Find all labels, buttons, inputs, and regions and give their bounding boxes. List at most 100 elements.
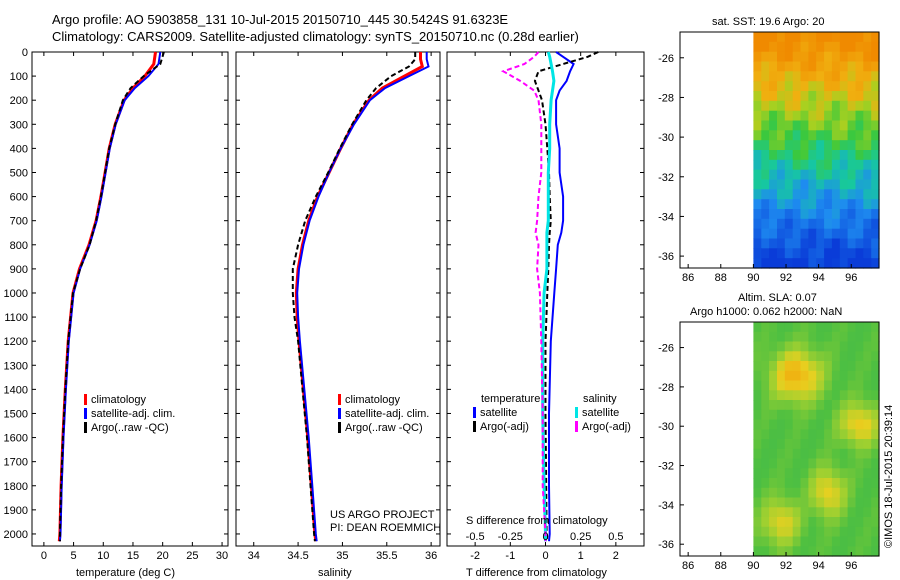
map-cell	[839, 110, 849, 122]
map-cell	[769, 120, 778, 131]
map-cell	[808, 419, 817, 430]
map-cell	[831, 419, 841, 430]
map-cell	[769, 536, 778, 547]
legend-swatch	[338, 422, 341, 433]
map-cell	[808, 448, 817, 460]
map-cell	[824, 487, 833, 499]
map-cell	[800, 100, 809, 112]
map-cell	[831, 32, 841, 43]
map-cell	[839, 91, 849, 102]
map-cell	[824, 159, 833, 171]
map-cell	[761, 120, 770, 131]
temperature-panel: 0100200300400500600700800900100011001200…	[4, 47, 229, 562]
map-cell	[847, 228, 856, 240]
map-cell	[855, 258, 864, 269]
map-cell	[855, 51, 864, 63]
map-cell	[753, 331, 762, 343]
map-cell	[839, 61, 849, 72]
map-cell	[761, 487, 770, 499]
map-cell	[777, 526, 786, 538]
map-cell	[800, 189, 809, 200]
map-cell	[777, 199, 786, 210]
map-cell	[871, 487, 880, 499]
x-tick-label: 35.5	[376, 550, 397, 562]
map-cell	[871, 71, 880, 82]
map-cell	[808, 390, 817, 401]
map-cell	[847, 32, 856, 43]
map-cell	[816, 448, 825, 460]
series-line-satellite-adj-clim-	[58, 51, 162, 542]
map-y-tick-label: -36	[658, 251, 674, 263]
map-cell	[839, 189, 849, 200]
map-cell	[761, 351, 770, 362]
map-cell	[839, 458, 849, 469]
map-cell	[769, 526, 778, 538]
map-cell	[847, 468, 856, 479]
map-cell	[784, 419, 794, 430]
map-cell	[753, 159, 762, 171]
map-cell	[792, 361, 802, 372]
map-cell	[761, 322, 770, 333]
map-cell	[808, 130, 817, 141]
map-cell	[871, 91, 880, 102]
map-cell	[769, 478, 778, 489]
map-cell	[855, 91, 864, 102]
map-cell	[816, 71, 825, 82]
map-cell	[800, 110, 809, 122]
map-cell	[800, 140, 809, 151]
map-cell	[753, 478, 762, 489]
map-cell	[800, 331, 809, 343]
map-cell	[753, 248, 762, 259]
map-cell	[871, 32, 880, 43]
map-cell	[769, 209, 778, 220]
map-cell	[824, 150, 833, 161]
map-cell	[831, 140, 841, 151]
map-cell	[777, 322, 786, 333]
x-tick-label: 2	[613, 550, 619, 562]
map-cell	[847, 361, 856, 372]
map-cell	[816, 120, 825, 131]
map-cell	[769, 130, 778, 141]
map-cell	[863, 81, 872, 92]
sla-map-subtitle: Argo h1000: 0.062 h2000: NaN	[690, 306, 842, 318]
x-tick-label: 30	[216, 550, 228, 562]
map-cell	[808, 209, 817, 220]
map-cell	[871, 140, 880, 151]
legend-label: satellite-adj. clim.	[345, 408, 429, 420]
map-cell	[847, 331, 856, 343]
map-cell	[831, 497, 841, 508]
map-cell	[847, 130, 856, 141]
map-cell	[800, 228, 809, 240]
map-cell	[824, 419, 833, 430]
map-cell	[769, 458, 778, 469]
map-cell	[792, 429, 802, 440]
tdiff-xlabel: T difference from climatology	[466, 567, 607, 579]
map-cell	[761, 478, 770, 489]
map-cell	[784, 409, 794, 421]
map-cell	[784, 248, 794, 259]
map-cell	[831, 351, 841, 362]
sdiff-xlabel: S difference from climatology	[466, 515, 608, 527]
map-cell	[792, 341, 802, 352]
map-cell	[871, 248, 880, 259]
map-cell	[800, 81, 809, 92]
legend-swatch	[575, 421, 578, 432]
map-cell	[769, 507, 778, 518]
map-cell	[792, 209, 802, 220]
map-cell	[777, 32, 786, 43]
map-cell	[831, 130, 841, 141]
map-cell	[855, 81, 864, 92]
map-cell	[753, 361, 762, 372]
map-cell	[808, 478, 817, 489]
map-cell	[753, 536, 762, 547]
map-cell	[769, 390, 778, 401]
map-cell	[808, 179, 817, 190]
map-cell	[871, 61, 880, 72]
map-cell	[871, 110, 880, 122]
map-cell	[855, 487, 864, 499]
map-cell	[847, 41, 856, 53]
map-cell	[863, 169, 872, 181]
map-cell	[855, 199, 864, 210]
sdiff-tick-label: 0.5	[608, 531, 623, 543]
